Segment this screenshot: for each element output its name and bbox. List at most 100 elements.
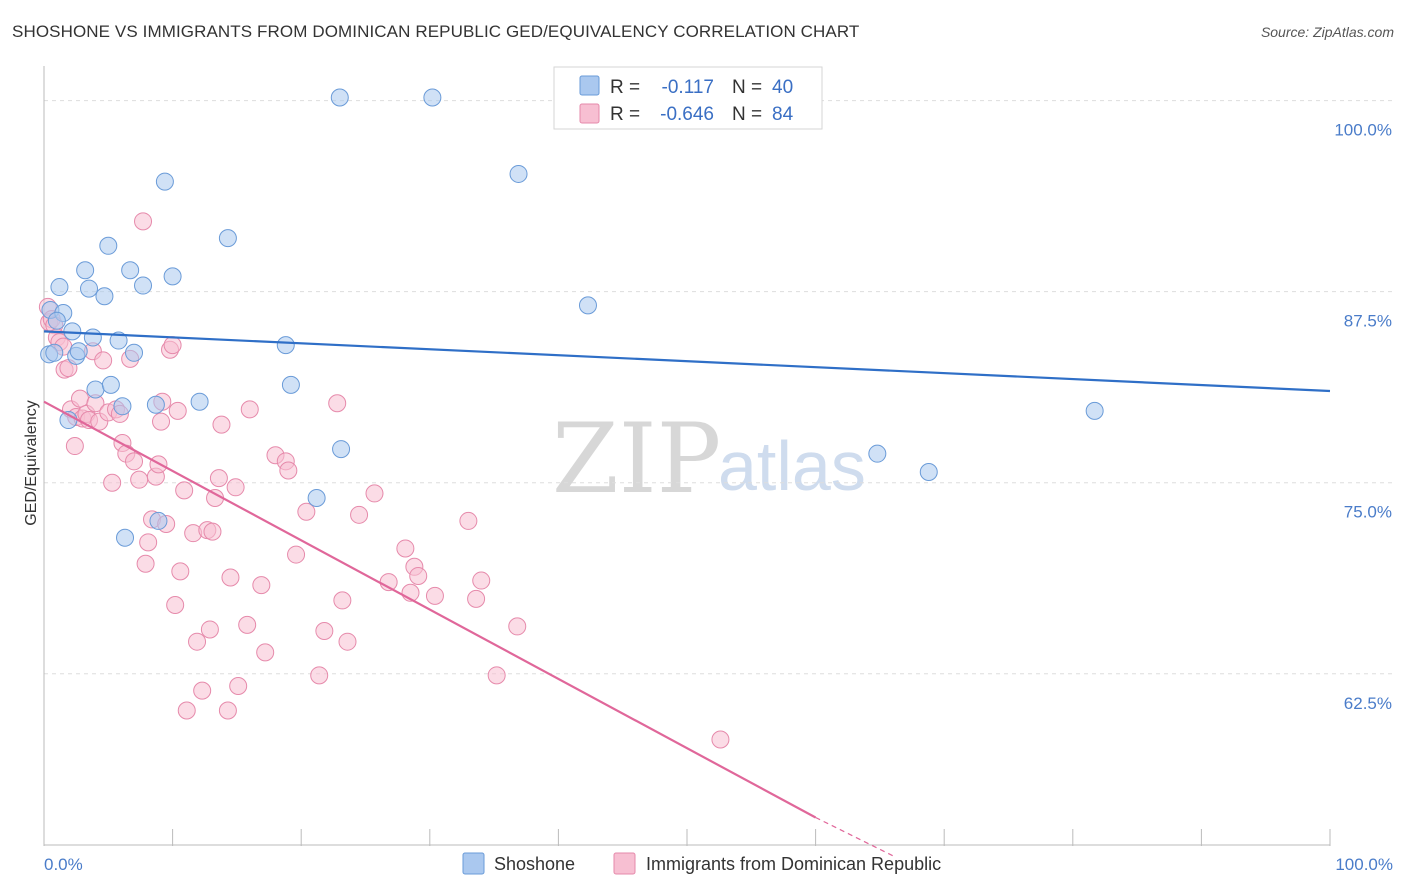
point-shoshone bbox=[1085, 401, 1104, 420]
gridlines bbox=[44, 100, 1392, 675]
y-axis-label: GED/Equivalency bbox=[23, 400, 40, 525]
point-dominican bbox=[125, 452, 144, 471]
point-dominican bbox=[200, 620, 219, 639]
point-dominican bbox=[459, 511, 478, 530]
point-dominican bbox=[94, 351, 113, 370]
legend-r-label-2: R = bbox=[610, 104, 640, 125]
data-points bbox=[38, 88, 1104, 749]
point-dominican bbox=[221, 568, 240, 587]
point-dominican bbox=[229, 677, 248, 696]
point-shoshone bbox=[218, 229, 237, 248]
point-shoshone bbox=[281, 375, 300, 394]
point-shoshone bbox=[116, 528, 135, 547]
trend-line-dominican bbox=[43, 400, 817, 819]
bottom-legend-label-dominican: Immigrants from Dominican Republic bbox=[646, 854, 941, 874]
point-dominican bbox=[163, 336, 182, 355]
point-dominican bbox=[130, 470, 149, 489]
y-tick-label: 100.0% bbox=[1334, 121, 1392, 140]
source-credit: Source: ZipAtlas.com bbox=[1260, 24, 1394, 40]
point-shoshone bbox=[149, 511, 168, 530]
legend-n-value-shoshone: 40 bbox=[772, 77, 793, 98]
x-tick-label: 0.0% bbox=[44, 855, 83, 874]
chart-title: SHOSHONE VS IMMIGRANTS FROM DOMINICAN RE… bbox=[12, 22, 860, 41]
trend-line-shoshone bbox=[43, 330, 1331, 393]
point-dominican bbox=[166, 596, 185, 615]
point-shoshone bbox=[50, 278, 69, 297]
point-shoshone bbox=[276, 336, 295, 355]
point-dominican bbox=[333, 591, 352, 610]
point-dominican bbox=[310, 666, 329, 685]
point-dominican bbox=[409, 566, 428, 585]
point-dominican bbox=[350, 505, 369, 524]
point-dominican bbox=[168, 401, 187, 420]
point-shoshone bbox=[423, 88, 442, 107]
bottom-legend-label-shoshone: Shoshone bbox=[494, 854, 575, 874]
point-dominican bbox=[209, 469, 228, 488]
legend-r-label: R = bbox=[610, 77, 640, 98]
point-dominican bbox=[338, 632, 357, 651]
point-dominican bbox=[365, 484, 384, 503]
legend-n-label: N = bbox=[732, 77, 762, 98]
point-shoshone bbox=[146, 395, 165, 414]
point-dominican bbox=[487, 666, 506, 685]
point-shoshone bbox=[125, 343, 144, 362]
point-shoshone bbox=[330, 88, 349, 107]
point-dominican bbox=[472, 571, 491, 590]
correlation-legend: R = -0.117 N = 40 R = -0.646 N = 84 bbox=[553, 66, 823, 130]
point-dominican bbox=[297, 502, 316, 521]
legend-swatch-dominican bbox=[579, 103, 600, 124]
point-dominican bbox=[238, 615, 257, 634]
x-axis-ticks: 0.0% 100.0% bbox=[43, 829, 1393, 874]
point-dominican bbox=[175, 481, 194, 500]
point-shoshone bbox=[45, 343, 64, 362]
point-shoshone bbox=[868, 444, 887, 463]
legend-r-value-dominican: -0.646 bbox=[660, 104, 714, 125]
point-dominican bbox=[152, 412, 171, 431]
trend-line-dominican-extension bbox=[815, 816, 894, 857]
point-dominican bbox=[188, 632, 207, 651]
point-shoshone bbox=[83, 328, 102, 347]
y-tick-label: 87.5% bbox=[1344, 312, 1392, 331]
point-shoshone bbox=[99, 236, 118, 255]
point-dominican bbox=[136, 554, 155, 573]
x-tick-label: 100.0% bbox=[1335, 855, 1393, 874]
point-dominican bbox=[256, 643, 275, 662]
point-dominican bbox=[177, 701, 196, 720]
point-shoshone bbox=[919, 463, 938, 482]
point-dominican bbox=[226, 478, 245, 497]
point-dominican bbox=[328, 394, 347, 413]
point-dominican bbox=[171, 562, 190, 581]
point-dominican bbox=[240, 400, 259, 419]
legend-swatch-shoshone bbox=[579, 75, 600, 96]
point-shoshone bbox=[47, 311, 66, 330]
point-shoshone bbox=[109, 331, 128, 350]
point-dominican bbox=[396, 539, 415, 558]
point-shoshone bbox=[578, 296, 597, 315]
point-dominican bbox=[508, 617, 527, 636]
point-shoshone bbox=[190, 392, 209, 411]
watermark-atlas: atlas bbox=[718, 427, 866, 505]
point-shoshone bbox=[163, 267, 182, 286]
trend-lines bbox=[43, 330, 1331, 857]
y-axis-tick-labels: 62.5% 75.0% 87.5% 100.0% bbox=[1334, 121, 1392, 713]
point-dominican bbox=[65, 437, 84, 456]
point-shoshone bbox=[86, 380, 105, 399]
point-dominican bbox=[252, 576, 271, 595]
y-tick-label: 62.5% bbox=[1344, 694, 1392, 713]
point-dominican bbox=[134, 212, 153, 231]
point-shoshone bbox=[121, 261, 140, 280]
legend-r-value-shoshone: -0.117 bbox=[662, 77, 714, 98]
point-dominican bbox=[218, 701, 237, 720]
legend-n-value-dominican: 84 bbox=[772, 104, 794, 125]
series-legend: Shoshone Immigrants from Dominican Repub… bbox=[462, 852, 941, 875]
point-shoshone bbox=[76, 261, 95, 280]
legend-n-label-2: N = bbox=[732, 104, 762, 125]
point-dominican bbox=[212, 415, 231, 434]
point-dominican bbox=[711, 730, 730, 749]
point-shoshone bbox=[80, 279, 99, 298]
point-shoshone bbox=[95, 287, 114, 306]
point-shoshone bbox=[307, 489, 326, 508]
bottom-legend-swatch-shoshone bbox=[462, 852, 485, 875]
point-shoshone bbox=[155, 172, 174, 191]
